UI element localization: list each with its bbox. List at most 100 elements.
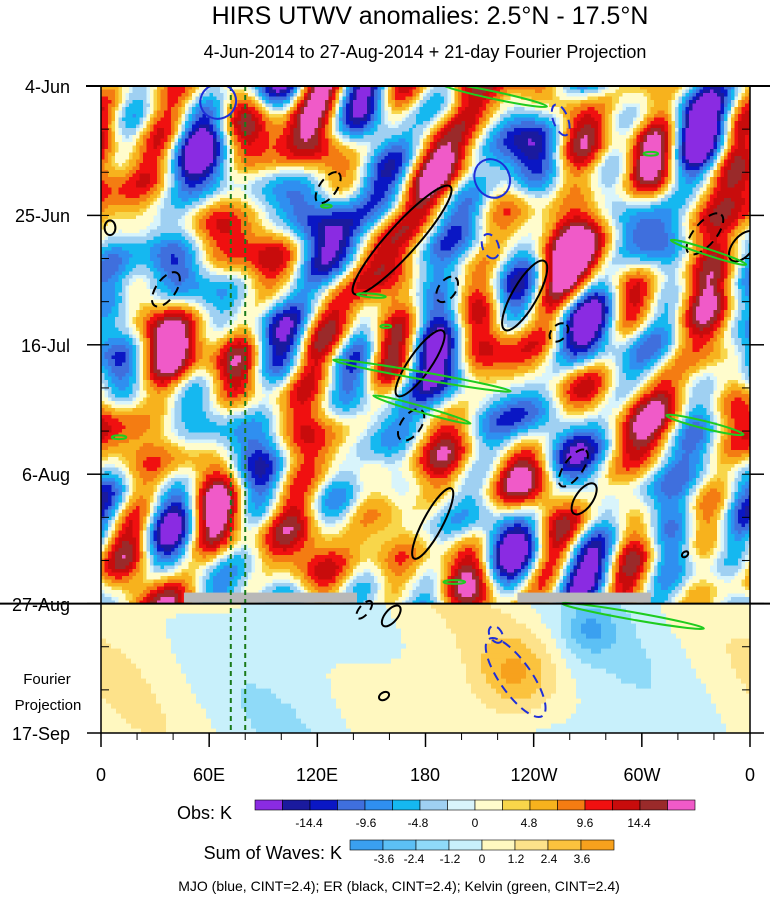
- obs-cell: [136, 145, 140, 150]
- obs-cell: [699, 89, 704, 94]
- obs-cell: [636, 166, 641, 171]
- obs-cell: [661, 103, 665, 108]
- obs-cell: [594, 156, 599, 160]
- obs-cell: [188, 110, 193, 115]
- obs-cell: [598, 173, 602, 178]
- obs-cell: [262, 149, 266, 153]
- obs-cell: [528, 173, 532, 178]
- obs-cell: [545, 131, 550, 136]
- obs-cell: [283, 100, 287, 104]
- obs-cell: [559, 152, 564, 157]
- obs-cell: [160, 110, 165, 115]
- obs-cell: [143, 107, 147, 111]
- obs-cell: [321, 170, 326, 174]
- obs-cell: [699, 114, 704, 118]
- obs-cell: [692, 159, 697, 164]
- obs-cell: [619, 114, 623, 118]
- obs-cell: [342, 100, 347, 104]
- obs-cell: [699, 159, 704, 164]
- obs-cell: [388, 149, 392, 153]
- obs-cell: [664, 159, 669, 164]
- obs-cell: [293, 173, 298, 178]
- obs-cell: [150, 145, 154, 150]
- obs-cell: [552, 138, 557, 143]
- obs-cell: [398, 110, 403, 115]
- obs-cell: [741, 149, 746, 153]
- obs-cell: [636, 107, 641, 111]
- obs-cell: [377, 121, 382, 125]
- obs-cell: [346, 107, 350, 111]
- obs-cell: [587, 142, 592, 146]
- obs-cell: [465, 173, 469, 178]
- obs-cell: [426, 145, 431, 150]
- obs-cell: [699, 124, 704, 129]
- obs-cell: [440, 86, 445, 90]
- obs-cell: [461, 131, 466, 136]
- obs-cell: [251, 128, 256, 132]
- obs-cell: [710, 135, 714, 139]
- obs-cell: [433, 173, 438, 178]
- obs-cell: [598, 131, 602, 136]
- obs-cell: [178, 145, 182, 150]
- obs-cell: [220, 96, 224, 101]
- obs-cell: [227, 96, 231, 101]
- obs-cell: [251, 173, 256, 178]
- obs-cell: [391, 131, 396, 136]
- obs-cell: [626, 149, 630, 153]
- obs-cell: [419, 114, 424, 118]
- obs-cell: [276, 149, 280, 153]
- obs-cell: [384, 128, 389, 132]
- obs-cell: [514, 100, 518, 104]
- obs-cell: [398, 100, 403, 104]
- obs-cell: [188, 121, 193, 125]
- obs-cell: [731, 89, 735, 94]
- obs-cell: [601, 149, 606, 153]
- obs-cell: [111, 93, 116, 97]
- obs-cell: [671, 173, 676, 178]
- obs-cell: [262, 110, 266, 115]
- obs-cell: [615, 177, 620, 181]
- obs-cell: [524, 163, 529, 167]
- obs-cell: [311, 107, 315, 111]
- obs-cell: [248, 121, 252, 125]
- obs-cell: [552, 135, 557, 139]
- obs-cell: [538, 145, 543, 150]
- obs-cell: [234, 131, 238, 136]
- obs-cell: [283, 128, 287, 132]
- obs-cell: [206, 100, 210, 104]
- obs-cell: [108, 135, 112, 139]
- obs-cell: [353, 163, 357, 167]
- obs-cell: [318, 121, 322, 125]
- obs-cell: [307, 145, 312, 150]
- obs-cell: [377, 100, 382, 104]
- obs-cell: [220, 145, 224, 150]
- obs-cell: [335, 156, 340, 160]
- obs-cell: [738, 128, 742, 132]
- obs-cell: [402, 152, 406, 157]
- obs-cell: [647, 159, 651, 164]
- obs-cell: [447, 117, 452, 122]
- obs-cell: [430, 166, 434, 171]
- obs-cell: [563, 100, 567, 104]
- obs-cell: [587, 170, 592, 174]
- obs-cell: [472, 89, 476, 94]
- obs-cell: [258, 114, 263, 118]
- obs-cell: [640, 110, 644, 115]
- obs-cell: [580, 89, 585, 94]
- obs-cell: [573, 117, 578, 122]
- obs-cell: [594, 163, 599, 167]
- obs-cell: [517, 131, 522, 136]
- obs-cell: [167, 138, 172, 143]
- obs-cell: [363, 166, 368, 171]
- obs-cell: [514, 93, 518, 97]
- obs-cell: [293, 131, 298, 136]
- obs-cell: [640, 173, 644, 178]
- obs-cell: [297, 100, 301, 104]
- obs-cell: [577, 86, 581, 90]
- obs-cell: [146, 117, 151, 122]
- obs-cell: [451, 107, 455, 111]
- obs-cell: [178, 159, 182, 164]
- obs-cell: [419, 96, 424, 101]
- obs-cell: [220, 114, 224, 118]
- obs-cell: [304, 173, 308, 178]
